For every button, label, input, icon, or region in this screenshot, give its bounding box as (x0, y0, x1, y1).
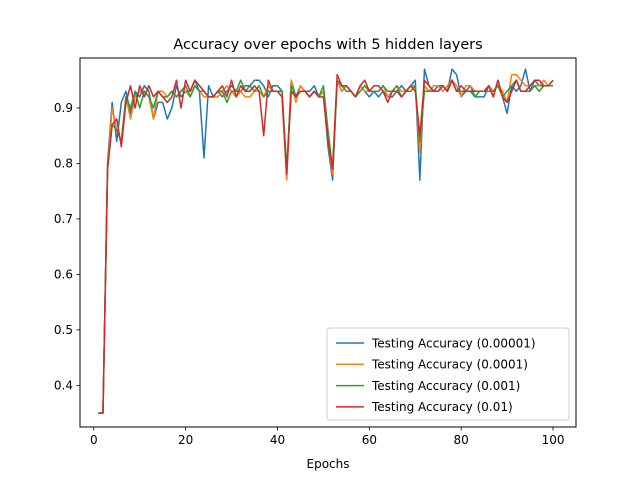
y-tick-label: 0.5 (54, 323, 73, 337)
y-tick-label: 0.9 (54, 101, 73, 115)
x-tick-label: 60 (362, 433, 377, 447)
series-line-3 (98, 73, 554, 414)
chart-title: Accuracy over epochs with 5 hidden layer… (173, 37, 482, 53)
x-tick-label: 40 (270, 433, 285, 447)
x-tick-label: 20 (178, 433, 193, 447)
ticks-layer: 0 20 40 60 80 100 0.4 0.5 0.6 0.7 0.8 0.9 (54, 101, 565, 447)
x-tick-label: 100 (542, 433, 565, 447)
series-line-2 (98, 79, 554, 414)
legend-label-1: Testing Accuracy (0.0001) (371, 358, 528, 372)
x-tick-label: 80 (454, 433, 469, 447)
legend-box (326, 327, 570, 421)
legend-items: Testing Accuracy (0.00001) Testing Accura… (336, 336, 536, 414)
y-tick-label: 0.4 (54, 379, 73, 393)
legend-label-3: Testing Accuracy (0.01) (371, 400, 513, 414)
series-layer (98, 68, 554, 414)
y-tick-label: 0.7 (54, 212, 73, 226)
x-tick-label: 0 (90, 433, 98, 447)
y-tick-label: 0.6 (54, 268, 73, 282)
axes-frame (79, 57, 577, 428)
y-tick-label: 0.8 (54, 157, 73, 171)
legend-label-2: Testing Accuracy (0.001) (371, 379, 520, 393)
legend-label-0: Testing Accuracy (0.00001) (371, 336, 536, 350)
legend: Testing Accuracy (0.00001) Testing Accura… (326, 327, 570, 421)
x-axis-label: Epochs (307, 457, 350, 471)
